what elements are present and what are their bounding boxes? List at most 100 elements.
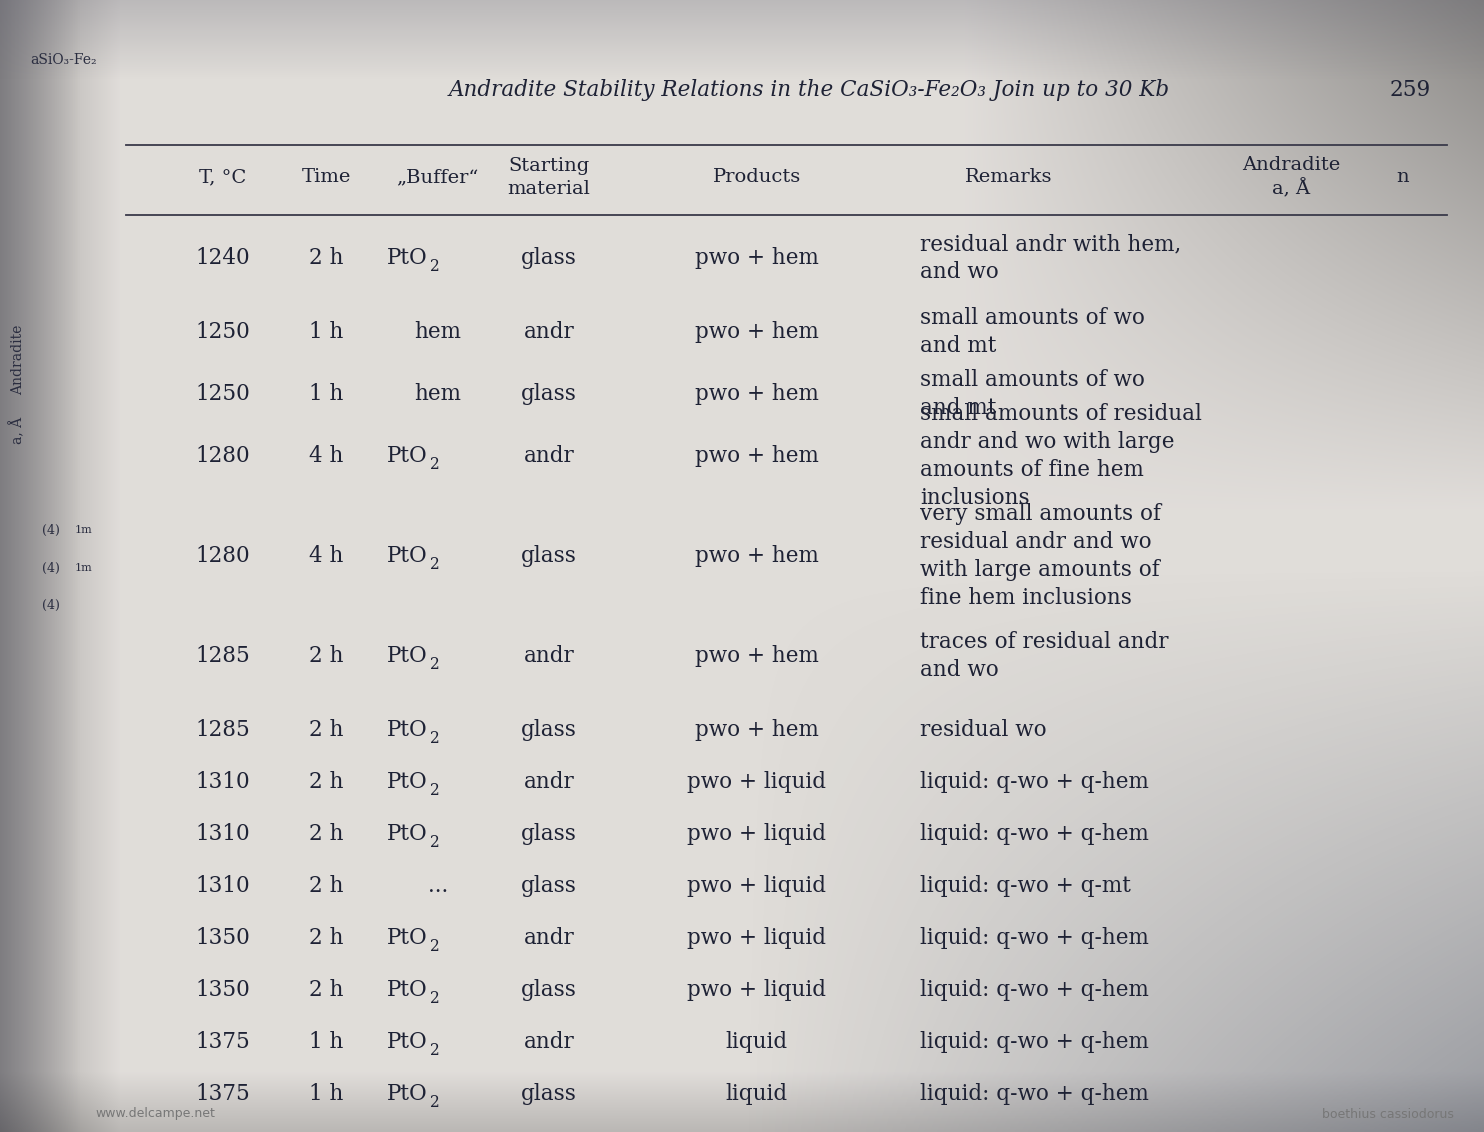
Text: Time: Time [301,169,352,187]
Text: pwo + hem: pwo + hem [695,544,819,567]
Text: Products: Products [712,169,801,187]
Text: andr: andr [524,927,574,949]
Text: hem: hem [414,321,462,343]
Text: 1m: 1m [76,525,92,535]
Text: pwo + hem: pwo + hem [695,383,819,405]
Text: boethius cassiodorus: boethius cassiodorus [1322,1107,1454,1121]
Text: liquid: liquid [726,1083,788,1105]
Text: (4): (4) [42,561,59,575]
Text: PtO: PtO [387,823,427,844]
Text: n: n [1396,169,1408,187]
Text: andr: andr [524,1031,574,1053]
Text: glass: glass [521,383,577,405]
Text: pwo + hem: pwo + hem [695,645,819,667]
Text: PtO: PtO [387,645,427,667]
Text: Andradite: Andradite [10,325,25,395]
Text: liquid: q-wo + q-hem: liquid: q-wo + q-hem [920,1031,1149,1053]
Text: PtO: PtO [387,247,427,269]
Text: pwo + hem: pwo + hem [695,247,819,269]
Text: PtO: PtO [387,979,427,1001]
Text: 1350: 1350 [196,927,249,949]
Text: andr: andr [524,771,574,794]
Text: 2 h: 2 h [309,875,344,897]
Text: glass: glass [521,875,577,897]
Text: glass: glass [521,719,577,741]
Text: PtO: PtO [387,719,427,741]
Text: 1250: 1250 [196,321,249,343]
Text: 1285: 1285 [196,645,249,667]
Text: 1240: 1240 [196,247,249,269]
Text: 1 h: 1 h [309,383,344,405]
Text: residual andr with hem,
and wo: residual andr with hem, and wo [920,233,1181,283]
Text: 2 h: 2 h [309,247,344,269]
Text: Starting
material: Starting material [508,157,591,198]
Text: aSiO₃-Fe₂: aSiO₃-Fe₂ [30,53,96,67]
Text: pwo + hem: pwo + hem [695,321,819,343]
Text: 2: 2 [430,938,439,955]
Text: 1 h: 1 h [309,1031,344,1053]
Text: pwo + liquid: pwo + liquid [687,979,827,1001]
Text: very small amounts of
residual andr and wo
with large amounts of
fine hem inclus: very small amounts of residual andr and … [920,503,1160,609]
Text: 2 h: 2 h [309,719,344,741]
Text: hem: hem [414,383,462,405]
Text: 4 h: 4 h [309,544,344,567]
Text: 2: 2 [430,557,439,574]
Text: 1280: 1280 [196,445,249,468]
Text: pwo + liquid: pwo + liquid [687,823,827,844]
Text: 2: 2 [430,730,439,747]
Text: 1350: 1350 [196,979,249,1001]
Text: Andradite Stability Relations in the CaSiO₃-Fe₂O₃ Join up to 30 Kb: Andradite Stability Relations in the CaS… [448,79,1169,101]
Text: 4 h: 4 h [309,445,344,468]
Text: liquid: q-wo + q-hem: liquid: q-wo + q-hem [920,1083,1149,1105]
Text: 2: 2 [430,657,439,674]
Text: (4): (4) [42,599,59,611]
Text: PtO: PtO [387,1031,427,1053]
Text: glass: glass [521,979,577,1001]
Text: (4): (4) [42,523,59,537]
Text: 2: 2 [430,834,439,851]
Text: 2 h: 2 h [309,927,344,949]
Text: „Buffer“: „Buffer“ [396,169,479,187]
Text: 1375: 1375 [196,1083,249,1105]
Text: PtO: PtO [387,927,427,949]
Text: liquid: q-wo + q-mt: liquid: q-wo + q-mt [920,875,1131,897]
Text: residual wo: residual wo [920,719,1046,741]
Text: 1m: 1m [76,563,92,573]
Text: PtO: PtO [387,1083,427,1105]
Text: 1310: 1310 [196,875,249,897]
Text: small amounts of wo
and mt: small amounts of wo and mt [920,369,1146,419]
Text: glass: glass [521,247,577,269]
Text: 1 h: 1 h [309,1083,344,1105]
Text: 259: 259 [1389,79,1431,101]
Text: ...: ... [427,875,448,897]
Text: 1 h: 1 h [309,321,344,343]
Text: traces of residual andr
and wo: traces of residual andr and wo [920,631,1168,681]
Text: 2: 2 [430,782,439,799]
Text: liquid: q-wo + q-hem: liquid: q-wo + q-hem [920,771,1149,794]
Text: pwo + hem: pwo + hem [695,719,819,741]
Text: PtO: PtO [387,544,427,567]
Text: small amounts of residual
andr and wo with large
amounts of fine hem
inclusions: small amounts of residual andr and wo wi… [920,403,1202,509]
Text: 2: 2 [430,990,439,1007]
Text: 2: 2 [430,456,439,473]
Text: pwo + liquid: pwo + liquid [687,875,827,897]
Text: small amounts of wo
and mt: small amounts of wo and mt [920,307,1146,357]
Text: glass: glass [521,544,577,567]
Text: www.delcampe.net: www.delcampe.net [95,1107,215,1121]
Text: pwo + liquid: pwo + liquid [687,771,827,794]
Text: PtO: PtO [387,445,427,468]
Text: andr: andr [524,321,574,343]
Text: 1375: 1375 [196,1031,249,1053]
Text: glass: glass [521,1083,577,1105]
Text: 2 h: 2 h [309,645,344,667]
Text: 2: 2 [430,1095,439,1112]
Text: 2: 2 [430,1043,439,1060]
Text: liquid: q-wo + q-hem: liquid: q-wo + q-hem [920,979,1149,1001]
Text: 1280: 1280 [196,544,249,567]
Text: Andradite
a, Å: Andradite a, Å [1242,156,1340,198]
Text: 2 h: 2 h [309,771,344,794]
Text: glass: glass [521,823,577,844]
Text: Remarks: Remarks [966,169,1052,187]
Text: PtO: PtO [387,771,427,794]
Text: pwo + liquid: pwo + liquid [687,927,827,949]
